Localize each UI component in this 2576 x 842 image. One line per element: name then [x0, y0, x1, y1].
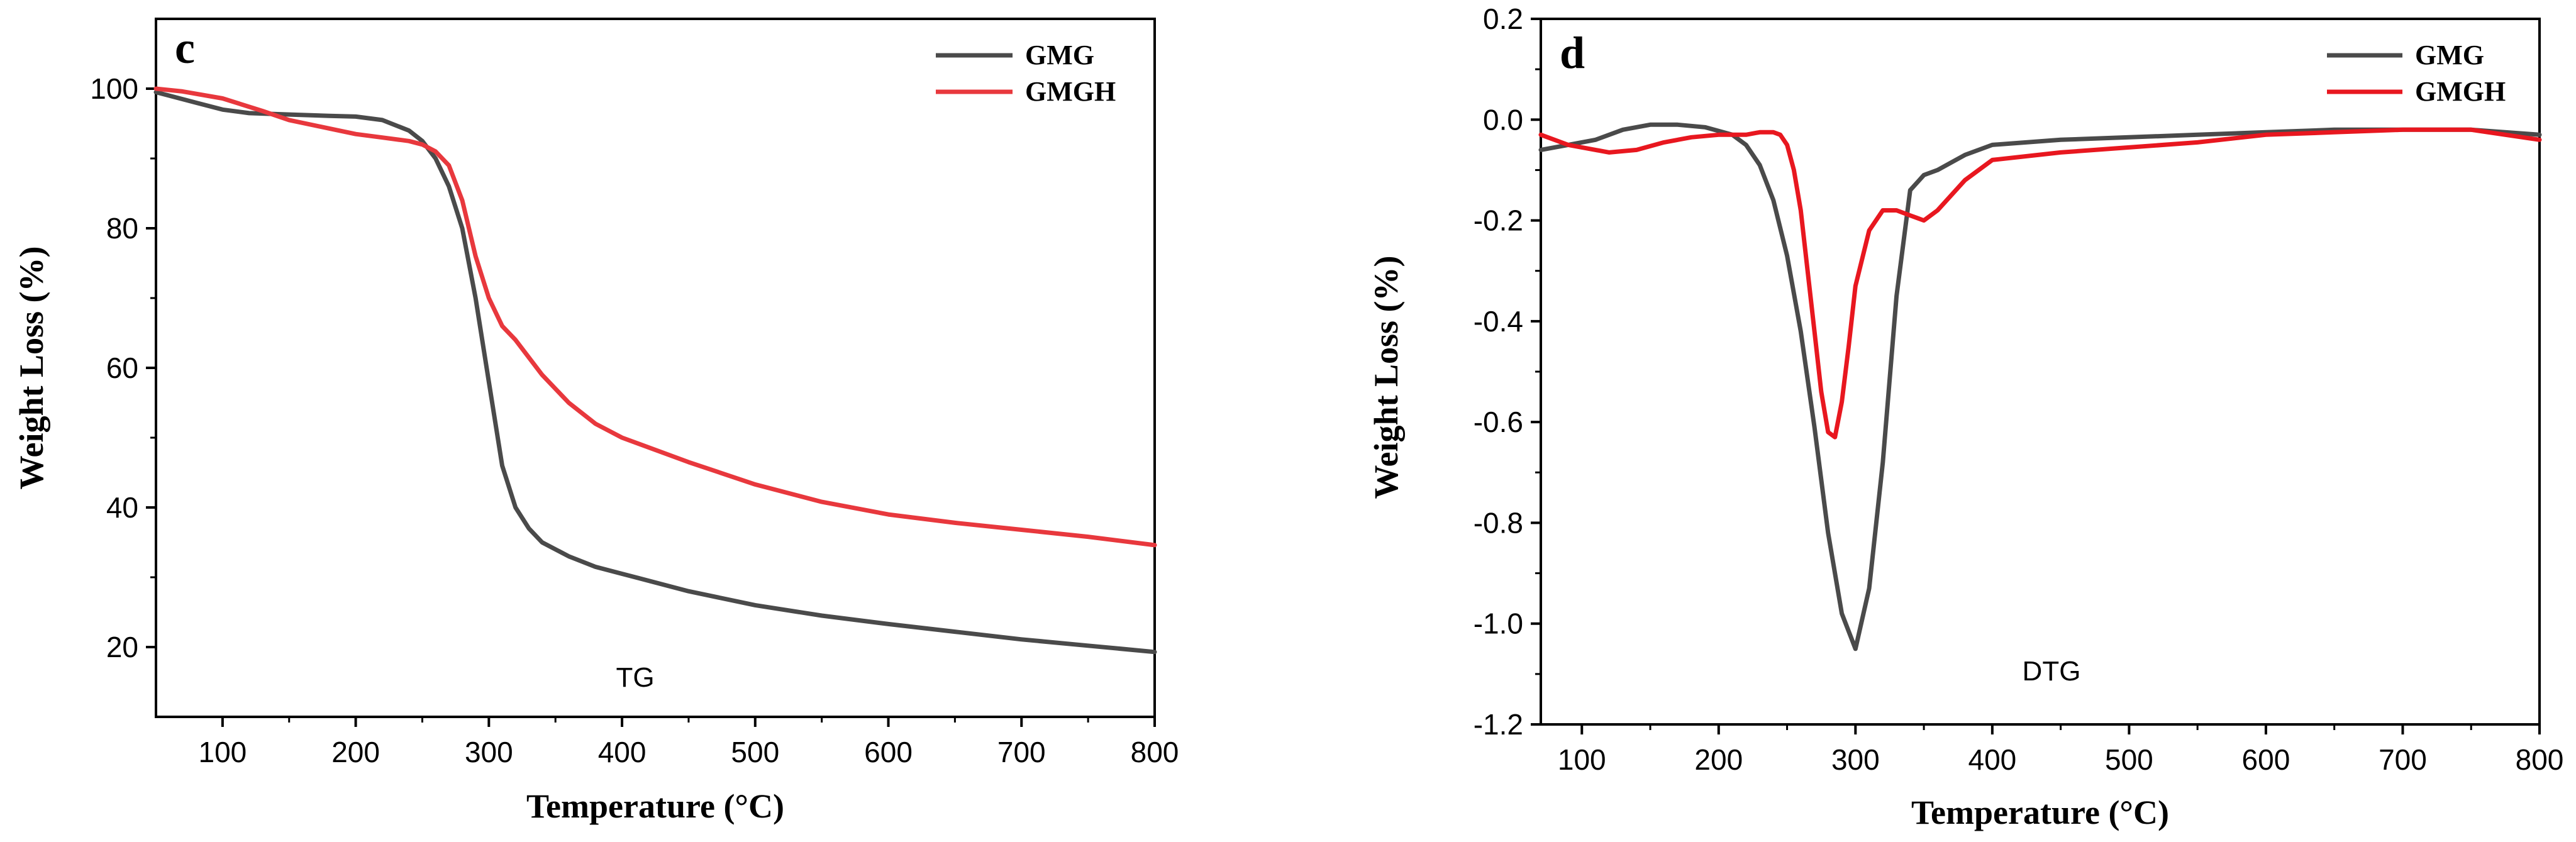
y-tick-label: -1.0 [1474, 607, 1523, 640]
y-axis-title: Weight Loss (%) [13, 246, 50, 489]
x-tick-label: 500 [2105, 743, 2153, 776]
series-line-gmgh [153, 86, 1157, 548]
legend: GMG GMGH [936, 40, 1116, 107]
y-tick-label: 100 [90, 72, 138, 105]
x-tick-label: 600 [864, 736, 913, 768]
y-tick-label: -1.2 [1474, 708, 1523, 741]
x-tick-label: 400 [598, 736, 647, 768]
x-tick-label: 100 [1558, 743, 1606, 776]
y-tick-label: -0.4 [1474, 305, 1523, 338]
y-tick-label: -0.2 [1474, 204, 1523, 237]
tg-annotation: TG [616, 662, 654, 693]
axis-ticks: 100 200 300 400 500 600 700 800 20 40 60 80 100 [90, 72, 1179, 768]
panel-letter: c [175, 23, 195, 73]
x-tick-label: 100 [198, 736, 247, 768]
series-group [153, 86, 1157, 655]
x-tick-label: 700 [2379, 743, 2427, 776]
x-tick-label: 800 [1131, 736, 1179, 768]
dtg-chart-panel: d 100 200 300 400 500 600 700 800 0.2 0.0 -0.2 -0.4… [1367, 3, 2563, 831]
legend-label-gmg: GMG [2415, 40, 2484, 70]
x-tick-label: 300 [465, 736, 513, 768]
legend: GMG GMGH [2327, 40, 2506, 107]
y-tick-label: 40 [106, 491, 138, 524]
tg-chart-panel: c 100 200 300 400 500 600 700 800 20 40 60 80 100 GM… [13, 18, 1179, 825]
series-line-gmgh [1538, 127, 2542, 440]
x-axis-title: Temperature (°C) [526, 787, 784, 825]
dtg-annotation: DTG [2023, 656, 2081, 687]
y-tick-label: 0.2 [1483, 3, 1523, 35]
y-axis-title: Weight Loss (%) [1367, 255, 1405, 499]
x-tick-label: 200 [1694, 743, 1743, 776]
x-tick-label: 200 [331, 736, 380, 768]
x-tick-label: 500 [731, 736, 779, 768]
legend-label-gmg: GMG [1025, 40, 1094, 70]
series-group [1538, 122, 2542, 651]
series-line-gmg [153, 90, 1157, 655]
y-tick-label: 20 [106, 631, 138, 663]
axis-ticks: 100 200 300 400 500 600 700 800 0.2 0.0 -0.2 -0.4 -0… [1474, 3, 2564, 776]
x-tick-label: 400 [1968, 743, 2016, 776]
y-tick-label: 60 [106, 352, 138, 384]
panel-letter: d [1560, 28, 1585, 78]
y-tick-label: -0.8 [1474, 506, 1523, 539]
legend-label-gmgh: GMGH [1025, 76, 1116, 107]
y-tick-label: 80 [106, 212, 138, 245]
y-tick-label: 0.0 [1483, 103, 1523, 136]
x-axis-title: Temperature (°C) [1911, 794, 2169, 831]
legend-label-gmgh: GMGH [2415, 76, 2506, 107]
x-tick-label: 300 [1831, 743, 1880, 776]
x-tick-label: 800 [2516, 743, 2564, 776]
x-tick-label: 700 [997, 736, 1046, 768]
series-line-gmg [1538, 122, 2542, 651]
x-tick-label: 600 [2242, 743, 2290, 776]
y-tick-label: -0.6 [1474, 406, 1523, 438]
